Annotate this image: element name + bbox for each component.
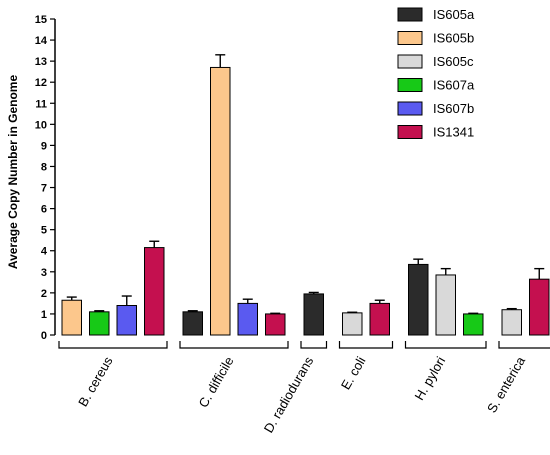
y-axis-label: Average Copy Number in Genome [6, 75, 20, 270]
y-tick-label: 7 [41, 183, 47, 195]
y-tick-label: 10 [35, 119, 47, 131]
legend-swatch-is605a [397, 7, 423, 22]
category-label-d-radiodurans: D. radiodurans [261, 354, 317, 436]
legend-label-is605b: IS605b [433, 31, 474, 46]
legend-label-is605a: IS605a [433, 7, 475, 22]
y-tick-label: 8 [41, 161, 47, 173]
legend-swatch-is605b [397, 31, 423, 45]
y-tick-label: 5 [41, 225, 47, 237]
legend-label-is607a: IS607a [433, 78, 475, 93]
category-label-c-difficile: C. difficile [196, 354, 237, 410]
category-label-b-cereus: B. cereus [75, 354, 116, 409]
legend-swatch-is607b [397, 101, 423, 116]
y-tick-label: 0 [41, 330, 47, 342]
group-bracket [58, 341, 168, 349]
bar-c-difficile-is607b [237, 302, 258, 336]
bar-c-difficile-is605b [210, 66, 231, 336]
y-tick-label: 2 [41, 288, 47, 300]
bar-c-difficile-is605a [182, 311, 203, 336]
legend-swatch-is607a [397, 78, 423, 92]
legend-label-is1341: IS1341 [433, 125, 474, 140]
bar-h-pylori-is607a [463, 313, 484, 336]
bars [61, 54, 550, 336]
category-label-e-coli: E. coli [338, 354, 369, 392]
legend-swatch-is605c [397, 54, 423, 69]
category-label-h-pylori: H. pylori [412, 354, 449, 403]
y-tick-label: 1 [41, 309, 47, 321]
bar-e-coli-is605c [342, 312, 363, 336]
y-tick-label: 9 [41, 140, 47, 152]
y-tick-label: 4 [41, 246, 48, 258]
group-bracket [338, 341, 394, 349]
bar-b-cereus-is607a [89, 311, 110, 336]
legend-label-is605c: IS605c [433, 54, 474, 69]
legend: IS605a IS605b IS605c IS607a IS607b IS1341 [397, 7, 475, 140]
group-bracket [404, 341, 487, 349]
legend-label-is607b: IS607b [433, 101, 474, 116]
bar-b-cereus-is605b [61, 299, 82, 336]
y-tick-label: 13 [35, 56, 47, 68]
category-label-s-enterica: S. enterica [484, 353, 528, 415]
y-tick-label: 14 [35, 35, 48, 47]
group-bracket [179, 341, 289, 349]
bar-d-radiodurans-is605a [303, 293, 324, 336]
group-bracket [300, 341, 328, 349]
bar-c-difficile-is1341 [265, 313, 286, 336]
bar-e-coli-is1341 [369, 302, 390, 336]
bar-b-cereus-is1341 [144, 247, 165, 336]
bar-h-pylori-is605a [408, 263, 429, 336]
bar-b-cereus-is607b [116, 305, 137, 336]
y-tick-label: 12 [35, 77, 47, 89]
y-tick-label: 6 [41, 204, 47, 216]
group-bracket [498, 341, 550, 349]
legend-swatch-is1341 [397, 125, 423, 139]
y-tick-label: 15 [35, 14, 47, 26]
bar-s-enterica-is605c [501, 309, 522, 336]
y-tick-label: 11 [35, 98, 47, 110]
bar-s-enterica-is1341 [529, 278, 550, 336]
bar-h-pylori-is605c [435, 274, 456, 336]
group-brackets: B. cereus C. difficile D. radiodurans E. co… [58, 341, 550, 436]
y-tick-label: 3 [41, 267, 47, 279]
